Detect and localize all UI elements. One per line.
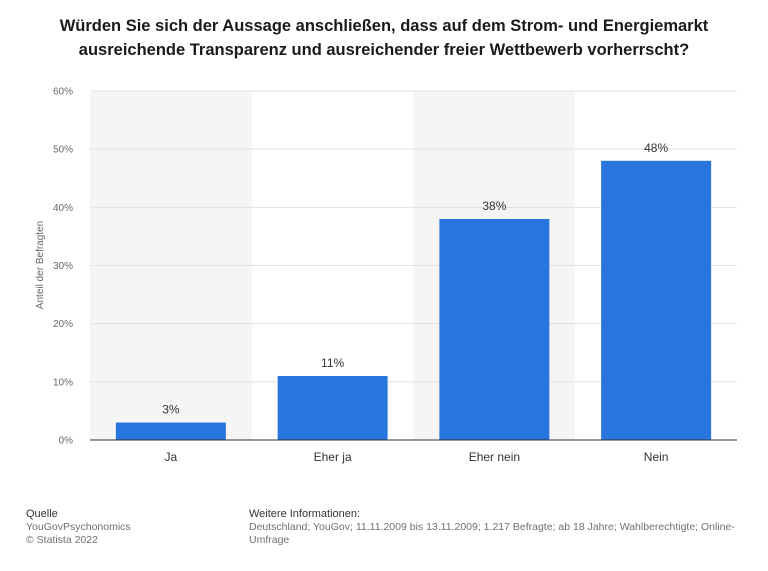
info-heading: Weitere Informationen: [249, 508, 361, 520]
bar [601, 160, 712, 441]
bar-value-labels: 3% 11% 38% 48% [162, 141, 668, 417]
chart-title: Würden Sie sich der Aussage anschließen,… [20, 14, 748, 62]
bar [277, 376, 388, 440]
bar [439, 218, 550, 440]
bar-chart: 0% 10% 20% 30% 40% 50% 60% 3% 11% 38% 48% Ja Eher … [35, 87, 737, 464]
bar-value-label: 48% [644, 141, 668, 155]
y-axis-ticks: 0% 10% 20% 30% 40% 50% 60% [53, 87, 73, 447]
y-tick-label: 40% [53, 203, 73, 214]
bar-value-label: 3% [162, 403, 180, 417]
y-tick-label: 30% [53, 261, 73, 272]
y-tick-label: 50% [53, 145, 73, 156]
info-text: Deutschland; YouGov; 11.11.2009 bis 13.1… [249, 521, 735, 546]
y-tick-label: 60% [53, 87, 73, 98]
y-tick-label: 0% [59, 436, 74, 447]
chart-title-line-1: Würden Sie sich der Aussage anschließen,… [59, 17, 709, 35]
y-tick-label: 20% [53, 319, 73, 330]
x-axis-ticks: Ja Eher ja Eher nein Nein [165, 450, 669, 464]
copyright: © Statista 2022 [26, 534, 98, 546]
bar-value-label: 11% [321, 356, 344, 370]
x-tick-label: Nein [644, 450, 669, 464]
y-axis-label: Anteil der Befragten [35, 221, 46, 309]
bar [115, 422, 226, 440]
x-tick-label: Eher ja [314, 450, 352, 464]
info-block: Weitere Informationen: Deutschland; YouG… [249, 508, 749, 547]
source-block: Quelle YouGovPsychonomics © Statista 202… [26, 508, 131, 547]
bars [115, 160, 712, 441]
bar-value-label: 38% [482, 199, 506, 213]
y-tick-label: 10% [53, 377, 73, 388]
x-tick-label: Eher nein [469, 450, 520, 464]
source-name: YouGovPsychonomics [26, 521, 131, 533]
source-heading: Quelle [26, 508, 58, 520]
x-tick-label: Ja [165, 450, 178, 464]
chart-title-line-2: ausreichende Transparenz und ausreichend… [78, 41, 690, 59]
